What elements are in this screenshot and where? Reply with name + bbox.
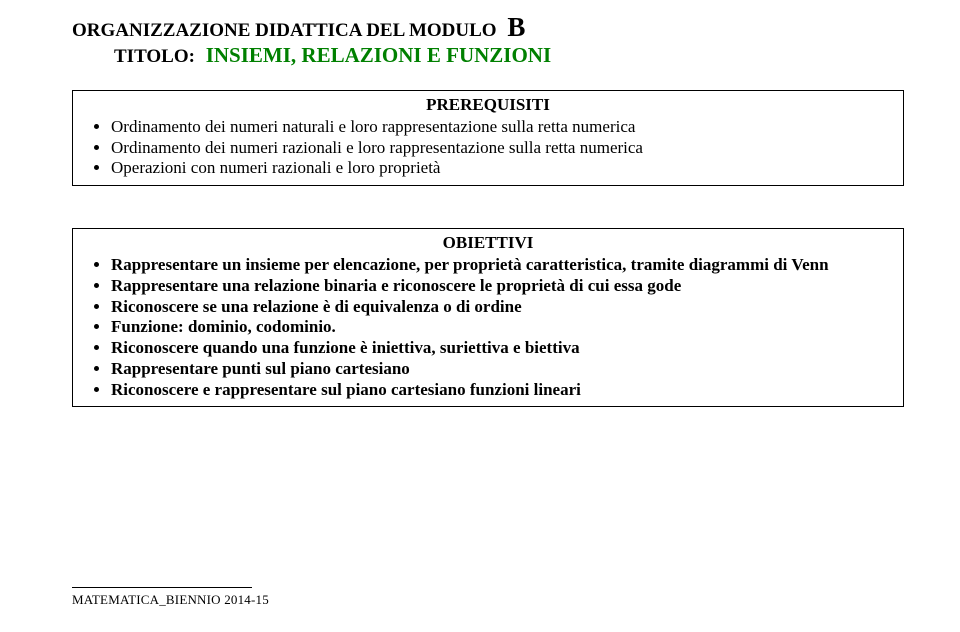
header-line-2: TITOLO: INSIEMI, RELAZIONI E FUNZIONI (72, 43, 904, 68)
header-prefix: ORGANIZZAZIONE DIDATTICA DEL MODULO (72, 20, 497, 41)
objectives-title: OBIETTIVI (83, 233, 893, 253)
document-header: ORGANIZZAZIONE DIDATTICA DEL MODULO B TI… (72, 12, 904, 68)
list-item: Rappresentare una relazione binaria e ri… (111, 276, 893, 297)
footer-rule (72, 587, 252, 588)
list-item: Riconoscere e rappresentare sul piano ca… (111, 380, 893, 401)
footer-text: MATEMATICA_BIENNIO 2014-15 (72, 592, 904, 608)
prerequisites-title: PREREQUISITI (83, 95, 893, 115)
list-item: Riconoscere se una relazione è di equiva… (111, 297, 893, 318)
title-label: TITOLO: (114, 46, 195, 67)
objectives-list: Rappresentare un insieme per elencazione… (83, 255, 893, 400)
footer: MATEMATICA_BIENNIO 2014-15 (72, 587, 904, 608)
objectives-box: OBIETTIVI Rappresentare un insieme per e… (72, 228, 904, 407)
list-item: Ordinamento dei numeri razionali e loro … (111, 138, 893, 159)
list-item: Rappresentare un insieme per elencazione… (111, 255, 893, 276)
header-line-1: ORGANIZZAZIONE DIDATTICA DEL MODULO B (72, 12, 904, 43)
module-letter: B (507, 12, 525, 42)
list-item: Riconoscere quando una funzione è iniett… (111, 338, 893, 359)
prerequisites-list: Ordinamento dei numeri naturali e loro r… (83, 117, 893, 179)
list-item: Funzione: dominio, codominio. (111, 317, 893, 338)
list-item: Ordinamento dei numeri naturali e loro r… (111, 117, 893, 138)
subtitle: INSIEMI, RELAZIONI E FUNZIONI (206, 43, 551, 67)
list-item: Operazioni con numeri razionali e loro p… (111, 158, 893, 179)
prerequisites-box: PREREQUISITI Ordinamento dei numeri natu… (72, 90, 904, 186)
list-item: Rappresentare punti sul piano cartesiano (111, 359, 893, 380)
